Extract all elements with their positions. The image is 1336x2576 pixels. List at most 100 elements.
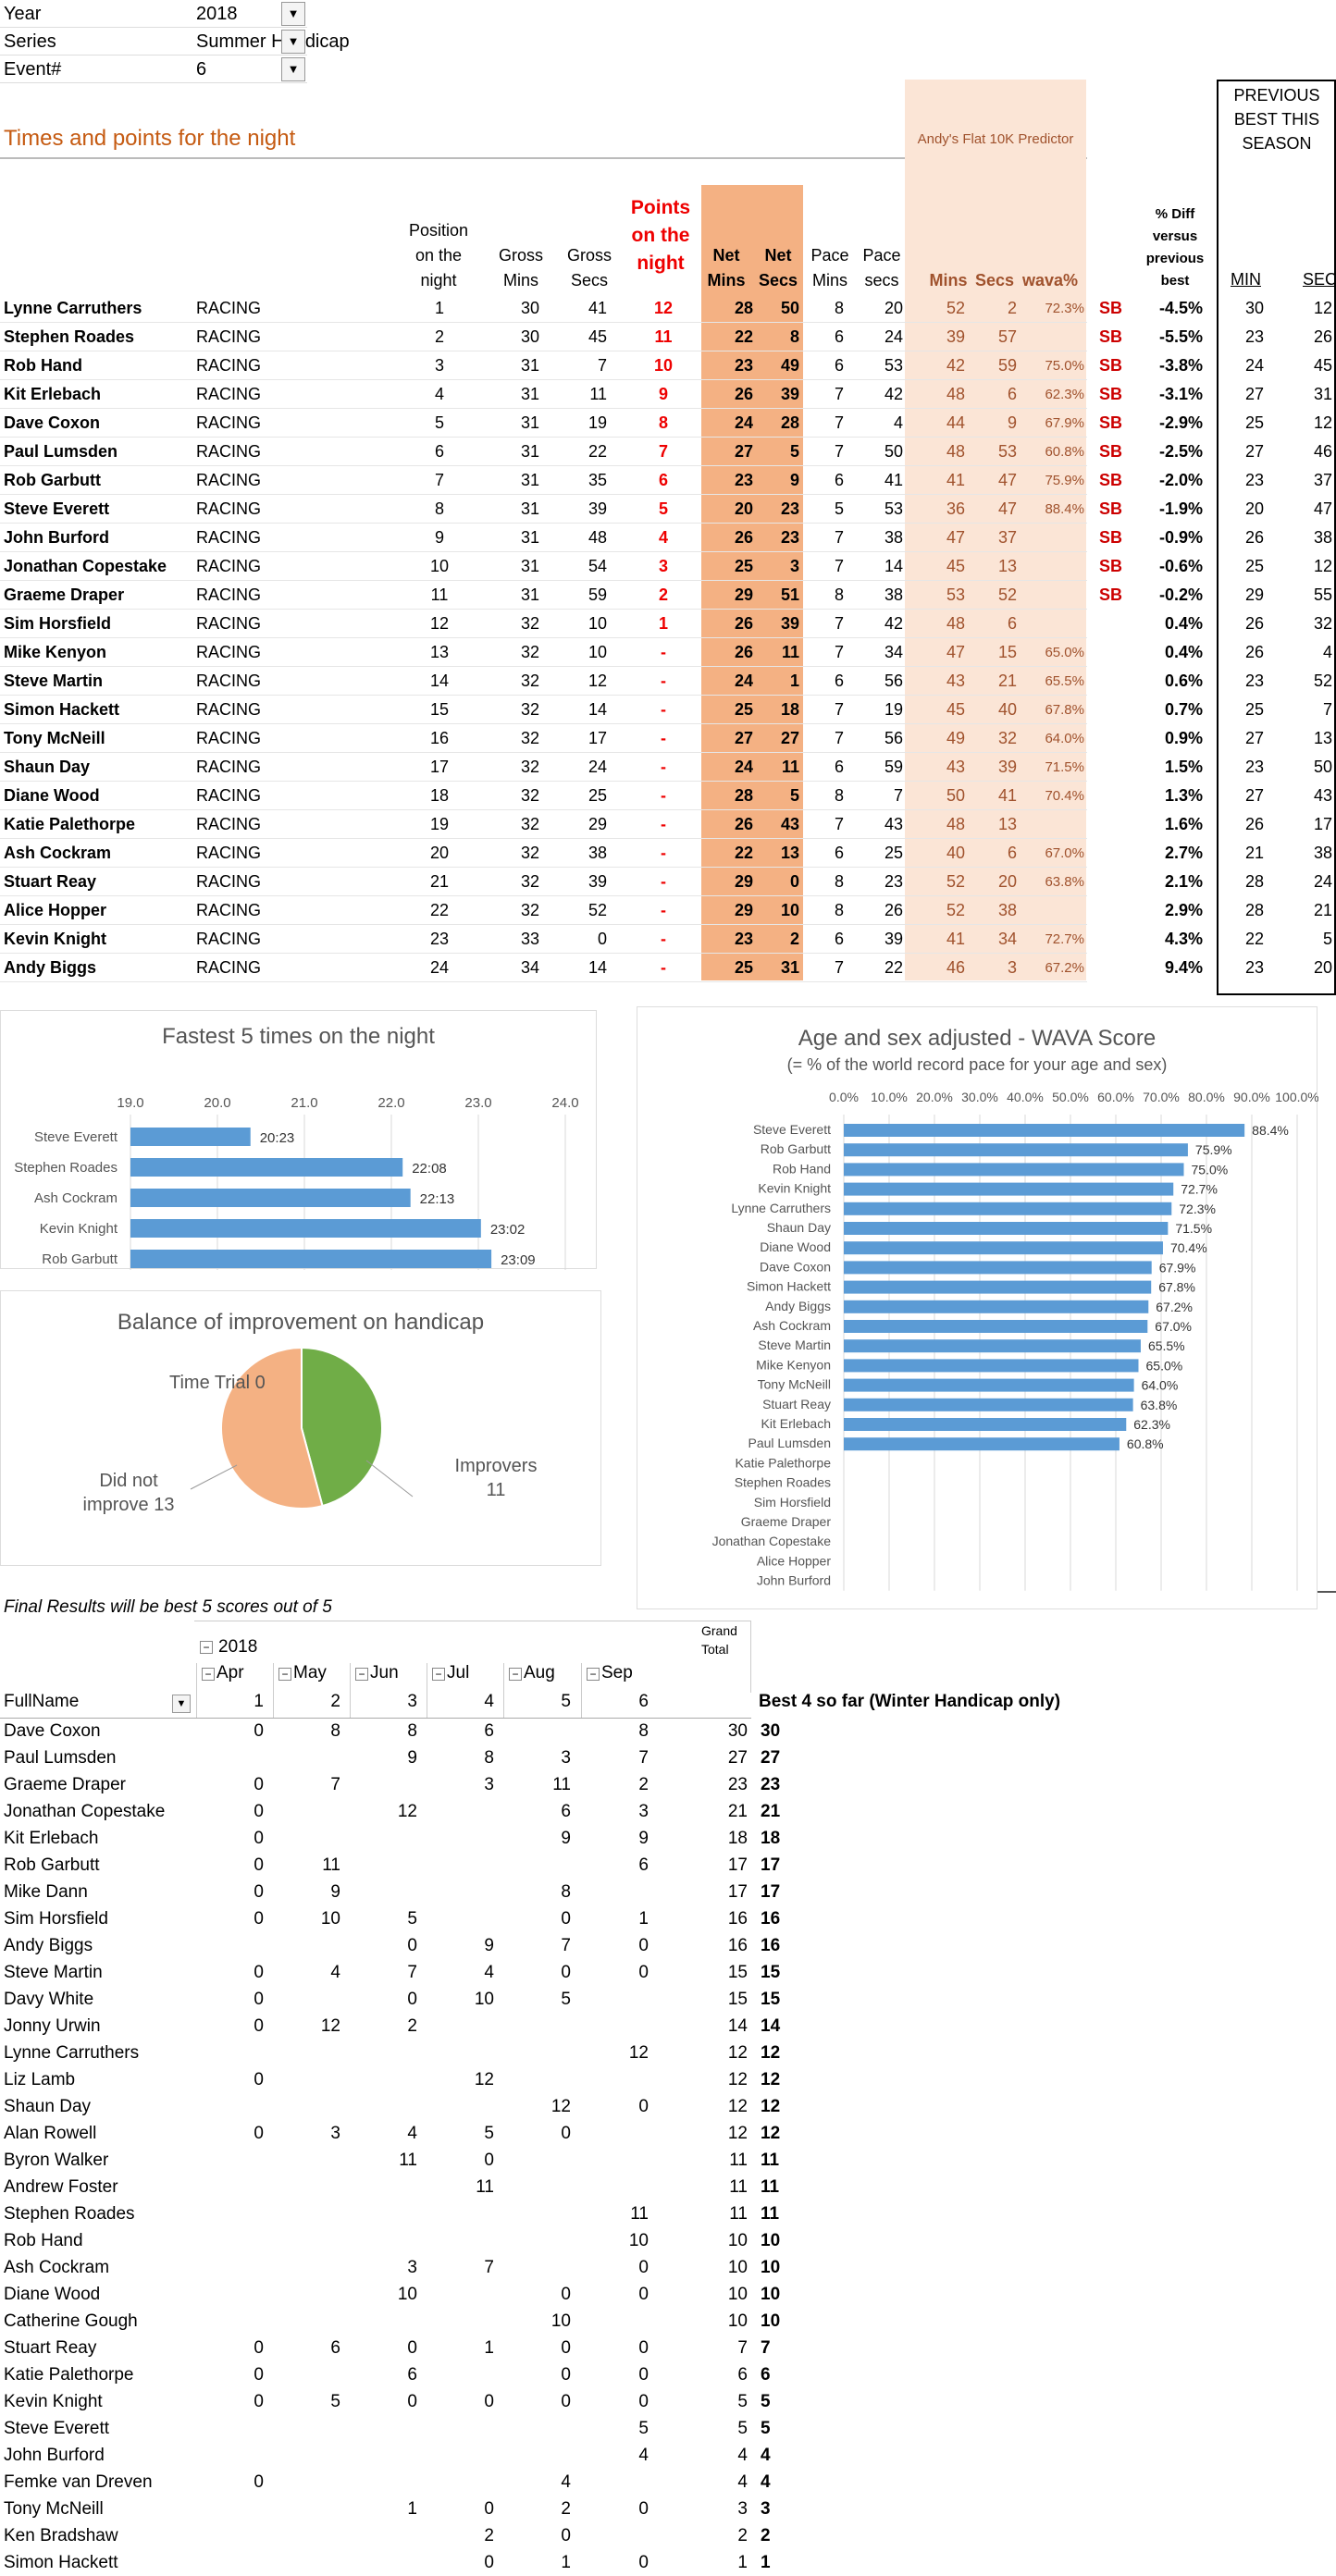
pivot-score: [350, 2308, 417, 2335]
pie-label-improvers: Improvers 11: [454, 1456, 538, 1500]
wava-bar: [844, 1241, 1163, 1255]
pivot-month-header: Apr: [216, 1663, 244, 1682]
pivot-score: [581, 2174, 649, 2200]
cell-gm: 31: [520, 356, 539, 375]
wava-category-label: Lynne Carruthers: [731, 1201, 831, 1215]
pivot-score: [581, 2522, 649, 2549]
row-divider: [0, 752, 1087, 753]
cell-bm: 26: [1244, 815, 1264, 833]
cell-pdm: 40: [946, 844, 965, 862]
pivot-score: 0: [638, 2338, 649, 2358]
pivot-score: [581, 1986, 649, 2013]
cell-bm: 22: [1244, 930, 1264, 948]
pivot-score: 5: [638, 2419, 649, 2438]
cell-gs: 39: [588, 499, 607, 518]
cell-pos: 16: [429, 729, 450, 747]
pivot-score: 4: [638, 2446, 649, 2465]
cell-bm: 24: [1244, 356, 1264, 375]
cell-pos: 17: [429, 758, 450, 776]
wava-bar: [844, 1300, 1149, 1313]
filter-value[interactable]: 6: [196, 59, 207, 80]
wava-chart-subtitle: (= % of the world record pace for your a…: [786, 1055, 1168, 1074]
result-row: Katie Palethorpe RACING 19 32 29 - 26 43 7 43 48 13…: [0, 810, 1336, 839]
cell-pm: 6: [834, 327, 844, 346]
cell-ps: 14: [884, 557, 903, 575]
pivot-score: [350, 2442, 417, 2469]
cell-wava: 65.5%: [1045, 673, 1084, 689]
previous-best-box: [1217, 80, 1336, 995]
cell-name: Sim Horsfield: [4, 614, 112, 633]
pivot-score: [503, 2254, 571, 2281]
header-points: Points on the night: [630, 197, 691, 274]
pivot-name: Femke van Dreven: [4, 2472, 153, 2492]
cell-pts: 6: [658, 471, 668, 489]
collapse-icon[interactable]: −: [432, 1668, 445, 1681]
pivot-score: 0: [638, 2258, 649, 2277]
pivot-score: [273, 1825, 340, 1852]
cell-pos: 24: [429, 958, 450, 977]
pivot-score: 8: [330, 1721, 340, 1741]
cell-name: Mike Kenyon: [4, 643, 107, 661]
pivot-score: 9: [407, 1748, 417, 1768]
filter-value[interactable]: 2018: [196, 4, 238, 24]
cell-status: RACING: [196, 930, 262, 948]
row-divider: [0, 809, 1087, 810]
cell-bs: 12: [1313, 299, 1332, 317]
collapse-icon[interactable]: −: [355, 1668, 368, 1681]
pivot-best: 12: [761, 2043, 781, 2063]
cell-bs: 21: [1313, 901, 1332, 919]
collapse-icon[interactable]: −: [278, 1668, 291, 1681]
pivot-best: 15: [761, 1990, 781, 2009]
cell-status: RACING: [196, 442, 262, 461]
cell-gs: 25: [588, 786, 607, 805]
pivot-name: Katie Palethorpe: [4, 2365, 134, 2385]
filter-dropdown-icon[interactable]: ▼: [281, 30, 305, 54]
pivot-name: Sim Horsfield: [4, 1909, 108, 1929]
cell-ps: 43: [884, 815, 903, 833]
collapse-icon[interactable]: −: [509, 1668, 522, 1681]
row-divider: [0, 609, 1087, 610]
cell-pdm: 43: [946, 758, 965, 776]
sort-filter-icon[interactable]: ▼: [172, 1695, 191, 1713]
pivot-score: [273, 2200, 340, 2227]
wava-category-label: Paul Lumsden: [748, 1436, 831, 1450]
pivot-best: 1: [761, 2553, 771, 2572]
filter-value[interactable]: Summer Handicap: [196, 31, 350, 52]
wava-tick-label: 90.0%: [1233, 1090, 1270, 1104]
cell-name: John Burford: [4, 528, 109, 547]
pivot-score: [350, 2040, 417, 2066]
fastest-category-label: Rob Garbutt: [42, 1251, 118, 1267]
wava-category-label: Jonathan Copestake: [712, 1534, 832, 1548]
cell-pm: 7: [834, 729, 844, 747]
collapse-icon[interactable]: −: [587, 1668, 600, 1681]
cell-diff: -1.9%: [1158, 499, 1203, 518]
filter-dropdown-icon[interactable]: ▼: [281, 2, 305, 26]
collapse-icon[interactable]: −: [202, 1668, 215, 1681]
cell-pdm: 49: [946, 729, 965, 747]
cell-diff: -4.5%: [1158, 299, 1203, 317]
cell-status: RACING: [196, 729, 262, 747]
cell-pdm: 45: [946, 700, 965, 719]
pivot-row: Graeme Draper 0 7 3 11 2 23 23: [0, 1771, 1336, 1798]
wava-tick-label: 80.0%: [1188, 1090, 1225, 1104]
header-gross-secs: Gross Secs: [566, 246, 612, 290]
pivot-score: 12: [550, 2097, 571, 2116]
header-gross-mins: Gross Mins: [498, 246, 543, 290]
pivot-score: 0: [561, 1963, 571, 1982]
wava-tick-label: 40.0%: [1007, 1090, 1044, 1104]
collapse-icon[interactable]: −: [200, 1641, 213, 1654]
pivot-score: 0: [561, 2338, 571, 2358]
pivot-score: 6: [330, 2338, 340, 2358]
cell-gs: 38: [588, 844, 607, 862]
filter-dropdown-icon[interactable]: ▼: [281, 57, 305, 81]
balance-chart: Balance of improvement on handicap Time …: [0, 1290, 601, 1566]
result-row: Stuart Reay RACING 21 32 39 - 29 0 8 23 52 20 63.8% 2…: [0, 868, 1336, 896]
pivot-month-header: May: [293, 1663, 327, 1682]
cell-name: Graeme Draper: [4, 585, 125, 604]
cell-gm: 32: [520, 872, 539, 891]
fastest-bar: [130, 1189, 411, 1207]
cell-pds: 13: [997, 557, 1017, 575]
cell-bm: 23: [1244, 672, 1264, 690]
cell-name: Ash Cockram: [4, 844, 112, 862]
fastest-category-label: Ash Cockram: [34, 1190, 118, 1206]
